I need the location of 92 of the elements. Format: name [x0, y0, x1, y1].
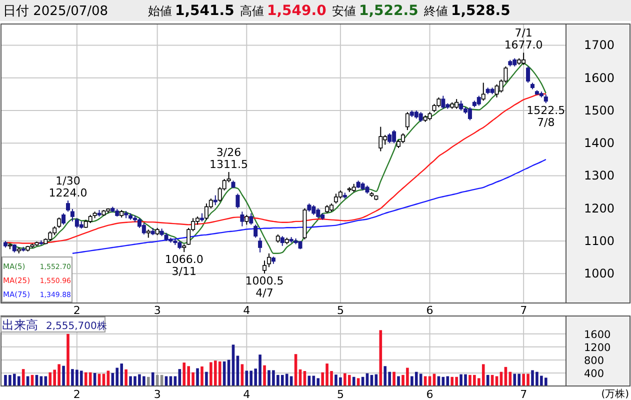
x-tick-label: 6 — [426, 304, 434, 317]
x-tick-label: 4 — [243, 388, 250, 400]
candlestick — [441, 95, 446, 110]
x-tick-label: 5 — [336, 304, 344, 317]
annotation: 1066.0 3/11 — [164, 253, 204, 278]
bar — [348, 374, 351, 386]
bar — [379, 330, 382, 386]
annotation: 1000.5 4/7 — [245, 274, 284, 300]
candlestick — [236, 193, 240, 209]
x-tick-label: 7 — [520, 304, 528, 317]
y-tick-label: 400 — [584, 368, 604, 380]
x-tick-label: 6 — [426, 388, 434, 400]
bar — [124, 369, 128, 386]
bar — [397, 376, 400, 386]
candlestick — [378, 126, 383, 152]
bar — [392, 372, 396, 386]
bar — [450, 376, 454, 386]
bar — [200, 366, 204, 386]
candlestick — [481, 82, 486, 102]
candlestick — [468, 106, 472, 121]
y-tick-label: 1000 — [584, 266, 615, 281]
x-tick-label: 2 — [73, 304, 80, 317]
text: 終値 1,528.5 — [423, 3, 510, 19]
y-tick-label: 800 — [584, 354, 604, 367]
candlestick — [266, 252, 271, 268]
annotation: 7/1 1677.0 — [504, 26, 543, 52]
candlestick — [280, 236, 284, 246]
candlestick — [258, 237, 262, 253]
y-tick-label: 1600 — [584, 70, 615, 85]
chart-title: 日付 2025/07/08 — [3, 4, 108, 19]
y-tick-label: 1500 — [584, 103, 615, 118]
bar — [414, 372, 418, 386]
candlestick — [57, 217, 62, 228]
bar — [280, 374, 284, 386]
candlestick — [388, 132, 392, 144]
annotation: 1522.5 7/8 — [526, 104, 566, 130]
bar — [205, 372, 208, 386]
bar — [62, 366, 65, 386]
bar — [48, 372, 52, 386]
bar — [17, 376, 20, 386]
candlestick — [66, 200, 70, 212]
y-tick-label: 1200 — [584, 201, 615, 216]
x-tick-label: 7 — [520, 388, 528, 400]
bar — [384, 366, 387, 386]
bar — [250, 370, 253, 386]
bar — [263, 365, 266, 386]
candlestick — [262, 260, 267, 274]
y-tick-label: 1700 — [584, 38, 615, 52]
bar — [196, 368, 199, 386]
candlestick — [244, 214, 249, 226]
candlestick — [494, 84, 499, 98]
text: 安値 1,522.5 — [332, 3, 418, 19]
bar — [80, 370, 83, 386]
bar — [116, 368, 119, 386]
x-tick-label: 3 — [154, 388, 161, 400]
y-axis-title: (万株) — [601, 388, 630, 400]
bar — [218, 361, 222, 386]
candlestick — [62, 212, 66, 226]
bar — [151, 372, 154, 386]
bar — [146, 376, 150, 386]
y-tick-label: 1300 — [584, 168, 615, 183]
bar — [182, 362, 186, 386]
candlestick — [249, 212, 254, 226]
y-tick-label: 1100 — [584, 234, 615, 248]
annotation: 3/26 1311.5 — [210, 146, 248, 171]
candlestick — [240, 211, 244, 227]
annotation: 1/30 1224.0 — [48, 174, 88, 200]
x-tick-label: 4 — [243, 304, 250, 317]
bar — [84, 372, 88, 386]
bar — [482, 364, 485, 386]
candlestick — [254, 224, 258, 238]
x-tick-label: 5 — [336, 388, 344, 400]
chart-title: 出来高 2,555,700株 — [2, 318, 107, 332]
y-tick-label: 1600 — [584, 328, 611, 341]
candlestick — [418, 112, 423, 122]
bar — [446, 376, 450, 386]
candlestick — [70, 208, 74, 222]
y-tick-label: 1200 — [584, 342, 611, 354]
bar — [513, 374, 516, 386]
candlestick — [142, 222, 146, 235]
x-tick-label: 3 — [154, 304, 161, 317]
text: 高値 1,549.0 — [240, 3, 327, 19]
text: 始値 1,541.5 — [148, 3, 234, 19]
candlestick — [526, 66, 530, 84]
y-tick-label: 1400 — [584, 136, 615, 150]
candlestick — [405, 112, 410, 131]
bar — [312, 376, 316, 386]
candlestick — [476, 95, 481, 106]
x-tick-label: 2 — [73, 388, 80, 400]
candlestick — [400, 132, 405, 144]
bar — [66, 334, 70, 386]
candlestick — [459, 100, 464, 111]
